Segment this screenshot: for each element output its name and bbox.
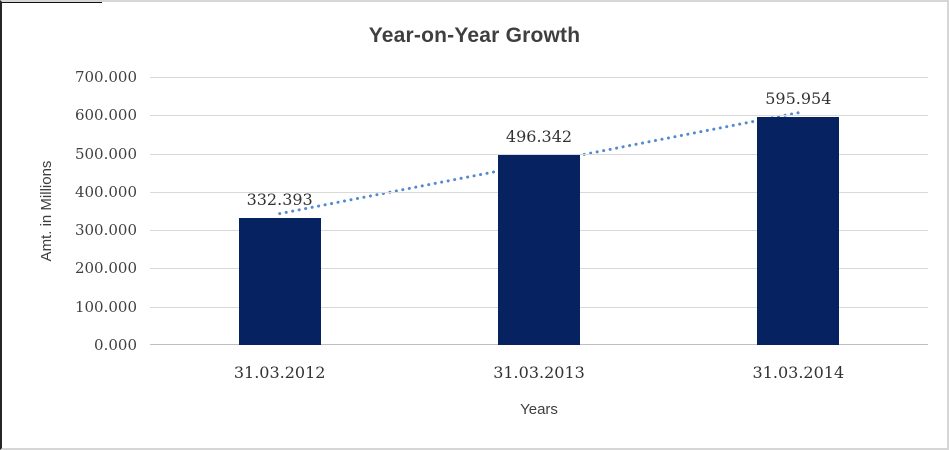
bar-31.03.2012 xyxy=(238,217,321,345)
data-label: 332.393 xyxy=(246,189,313,209)
y-tick-label: 700.000 xyxy=(74,68,137,86)
chart-title: Year-on-Year Growth xyxy=(368,24,581,47)
y-tick-label: 600.000 xyxy=(74,106,137,125)
y-tick-label: 300.000 xyxy=(74,221,137,240)
bar-31.03.2014 xyxy=(757,116,840,345)
gridline xyxy=(150,115,928,117)
bar-31.03.2013 xyxy=(498,154,580,345)
gridline xyxy=(150,77,928,78)
y-tick-label: 400.000 xyxy=(74,182,137,201)
category-label: 31.03.2014 xyxy=(752,363,845,382)
data-label: 496.342 xyxy=(505,126,573,146)
data-label: 595.954 xyxy=(765,88,832,108)
y-tick-label: 100.000 xyxy=(74,297,137,316)
y-tick-label: 500.000 xyxy=(74,144,137,163)
category-label: 31.03.2013 xyxy=(493,363,585,382)
gridline xyxy=(150,153,928,155)
y-tick-label: 200.000 xyxy=(74,259,137,278)
x-axis-title: Years xyxy=(520,401,558,418)
frame-border-top-left xyxy=(2,2,102,3)
category-label: 31.03.2012 xyxy=(233,363,326,382)
plot-area: 332.393 496.342 595.954 xyxy=(150,77,928,345)
y-tick-label: 0.000 xyxy=(94,336,137,354)
